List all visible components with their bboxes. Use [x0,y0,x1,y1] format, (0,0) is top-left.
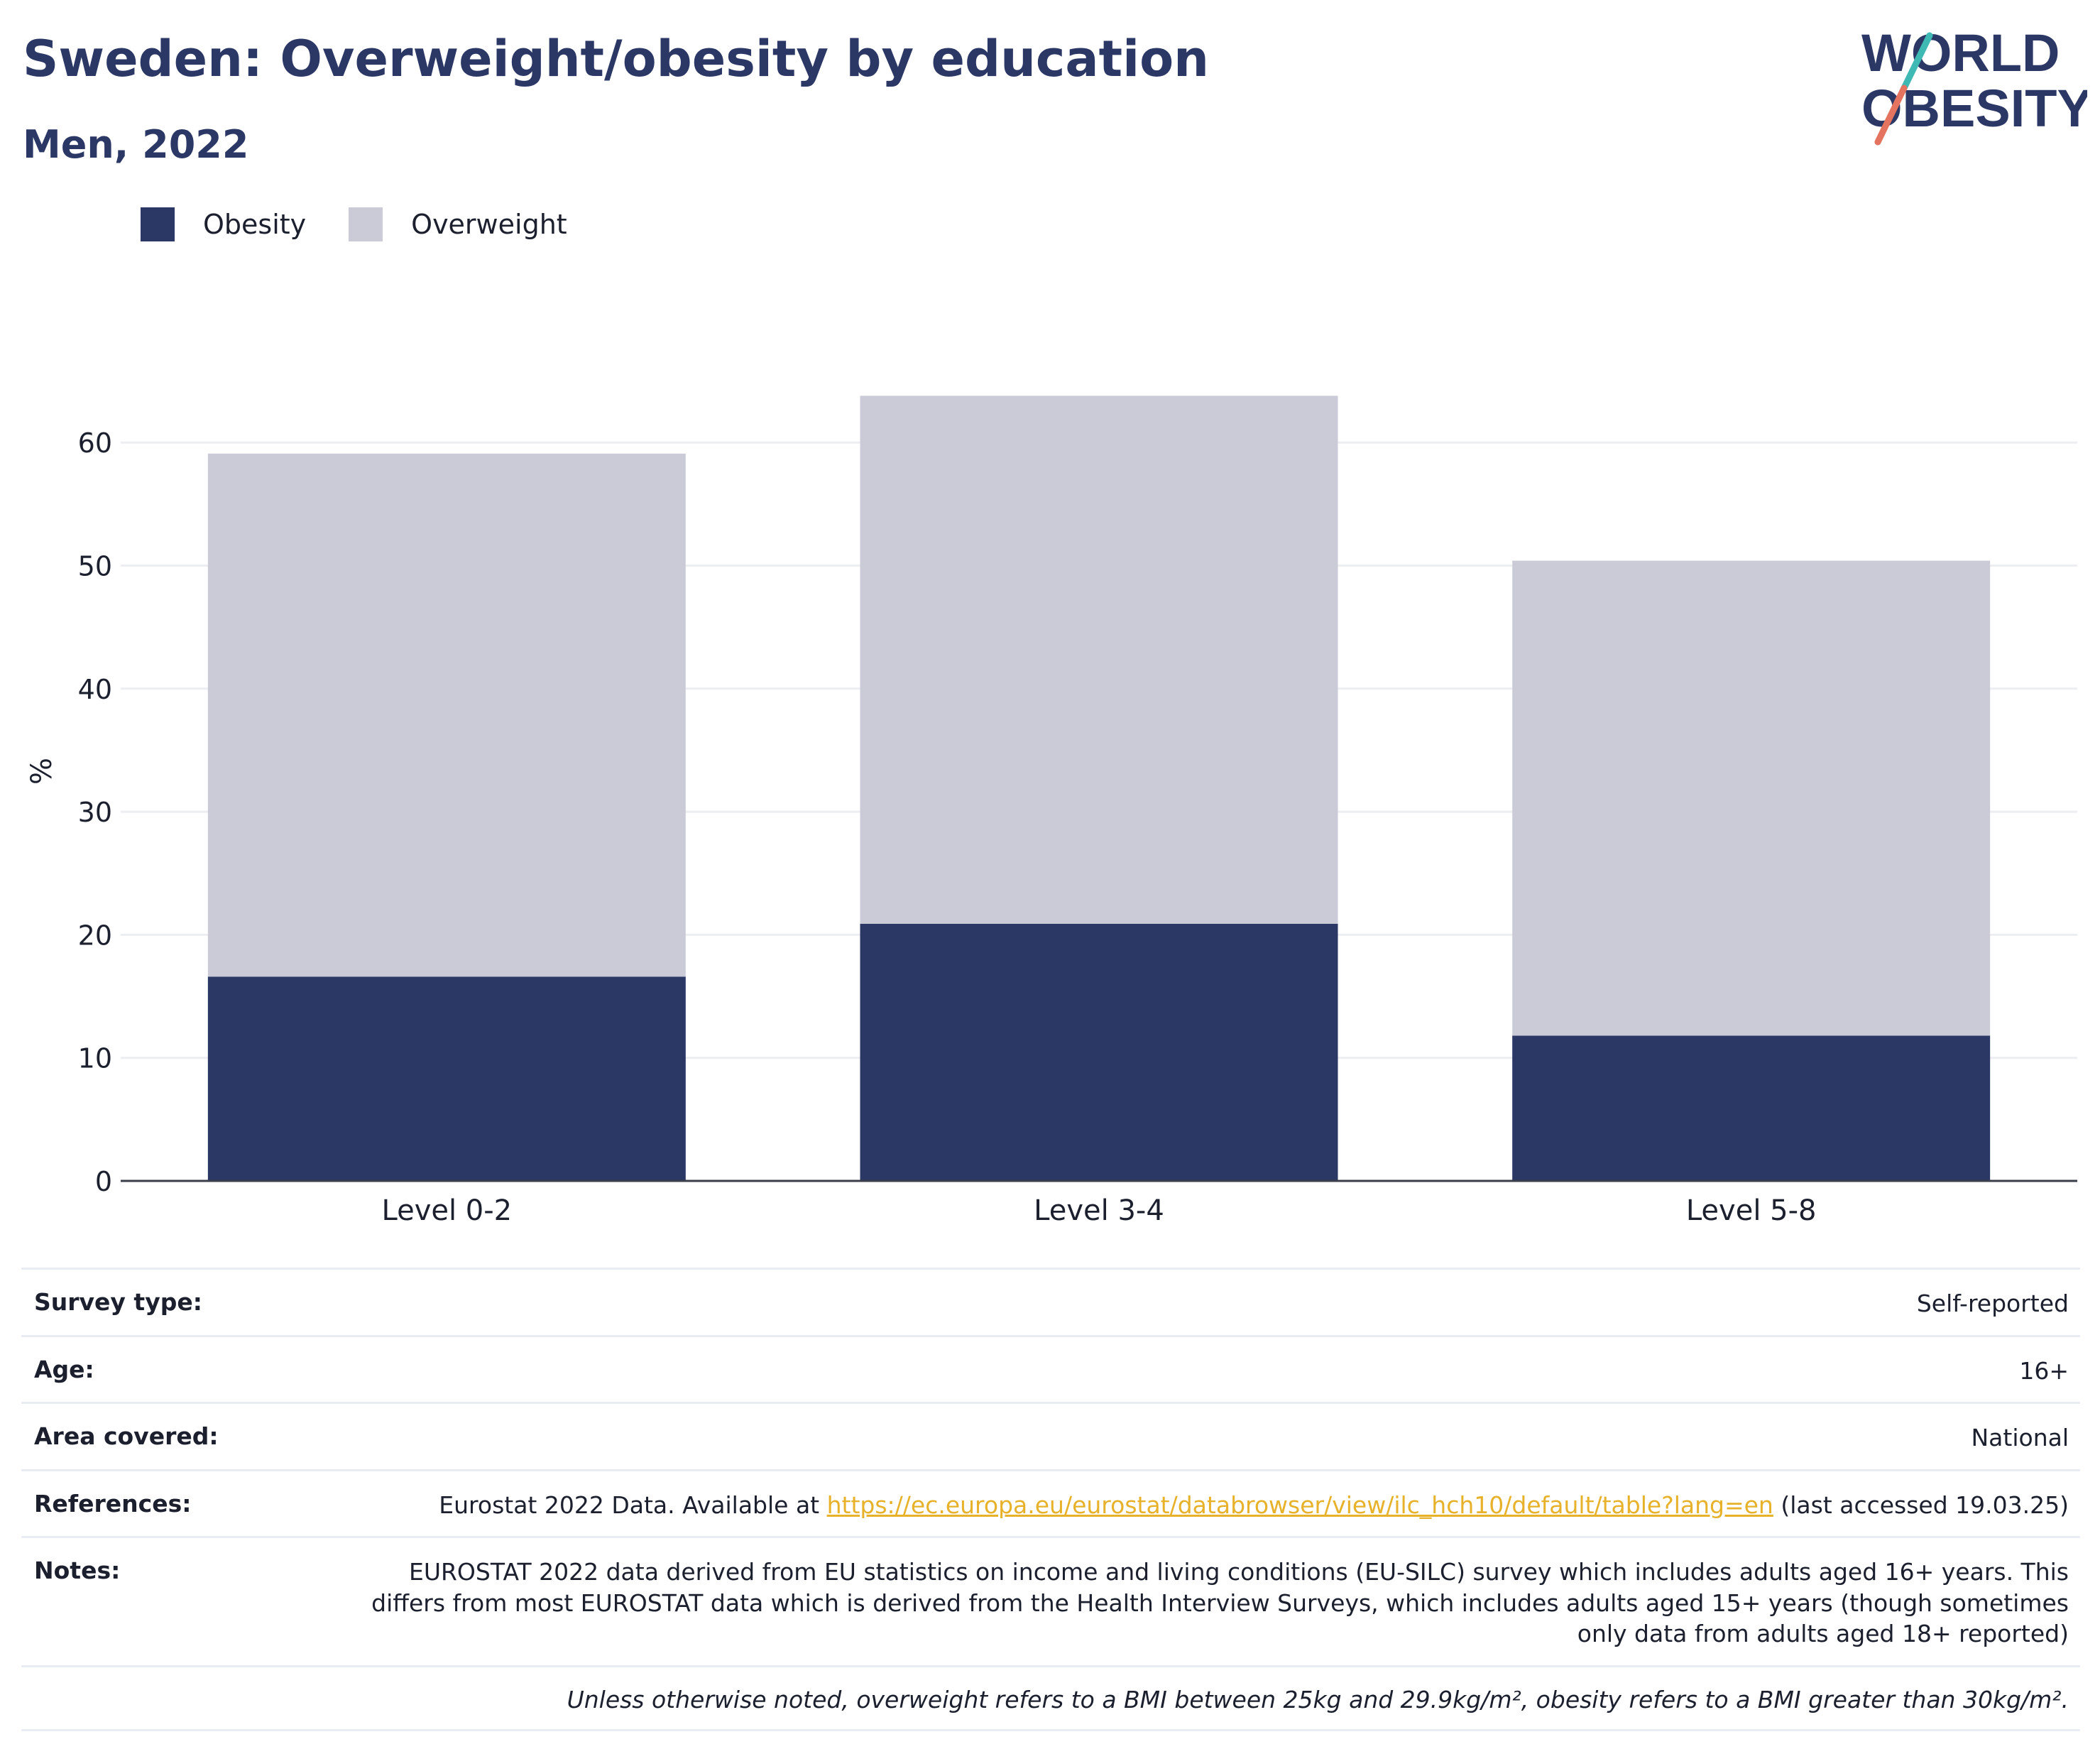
y-axis-title: % [26,758,58,785]
meta-row-area: Area covered: National [21,1402,2080,1469]
y-tick-label-60: 60 [78,427,112,459]
references-link[interactable]: https://ec.europa.eu/eurostat/databrowse… [826,1491,1773,1519]
references-prefix: Eurostat 2022 Data. Available at [439,1491,827,1519]
bar-obesity-3 [1512,1035,1991,1181]
meta-row-age: Age: 16+ [21,1334,2080,1402]
y-tick-label-10: 10 [78,1043,112,1074]
bar-obesity-2 [860,923,1338,1181]
y-tick-label-20: 20 [78,920,112,951]
logo-word-obesity: OBESITY [1861,79,2087,138]
meta-label-notes: Notes: [34,1557,121,1585]
meta-label-survey: Survey type: [34,1288,202,1316]
logo-slash-teal [1901,32,1933,92]
meta-value-notes: EUROSTAT 2022 data derived from EU stati… [371,1558,2069,1648]
legend-label-overweight: Overweight [411,209,567,240]
legend-item-overweight[interactable]: Overweight [349,207,567,241]
y-tick-label-30: 30 [78,797,112,828]
chart-title: Sweden: Overweight/obesity by education [23,30,1210,88]
references-suffix: (last accessed 19.03.25) [1773,1491,2069,1519]
meta-label-age: Age: [34,1355,94,1383]
x-tick-label-3: Level 5-8 [1686,1194,1817,1227]
chart-legend: Obesity Overweight [141,207,610,241]
legend-swatch-overweight [349,207,383,241]
meta-value-survey: Self-reported [1916,1290,2069,1317]
logo-slash-coral [1874,85,1908,146]
y-tick-label-40: 40 [78,674,112,705]
bar-overweight-3 [1512,560,1991,1036]
y-tick-label-50: 50 [78,551,112,582]
x-tick-label-2: Level 3-4 [1034,1194,1164,1227]
meta-row-survey: Survey type: Self-reported [21,1268,2080,1335]
metadata-table: Survey type: Self-reported Age: 16+ Area… [21,1268,2080,1731]
world-obesity-logo: WORLD OBESITY [1861,23,2087,146]
bar-obesity-1 [207,976,686,1181]
meta-row-references: References: Eurostat 2022 Data. Availabl… [21,1469,2080,1537]
meta-row-notes: Notes: EUROSTAT 2022 data derived from E… [21,1536,2080,1665]
x-tick-label-1: Level 0-2 [382,1194,513,1227]
legend-label-obesity: Obesity [203,209,307,240]
meta-row-footnote: Unless otherwise noted, overweight refer… [21,1664,2080,1731]
bmi-footnote: Unless otherwise noted, overweight refer… [567,1685,2069,1713]
meta-label-area: Area covered: [34,1422,219,1451]
bar-overweight-1 [207,453,686,977]
chart-subtitle: Men, 2022 [23,122,249,167]
bar-chart: 0 10 20 30 40 50 60% Level 0-2 Level 3-4 Level 5-… [26,396,2077,1227]
meta-value-references: Eurostat 2022 Data. Available at https:/… [439,1490,2069,1521]
legend-swatch-obesity [141,207,175,241]
legend-item-obesity[interactable]: Obesity [141,207,306,241]
meta-value-age: 16+ [2019,1356,2069,1385]
meta-label-references: References: [34,1489,192,1518]
meta-value-area: National [1971,1424,2069,1452]
bar-overweight-2 [860,396,1338,924]
logo-word-world: WORLD [1861,23,2060,82]
y-tick-label-0: 0 [95,1166,112,1197]
